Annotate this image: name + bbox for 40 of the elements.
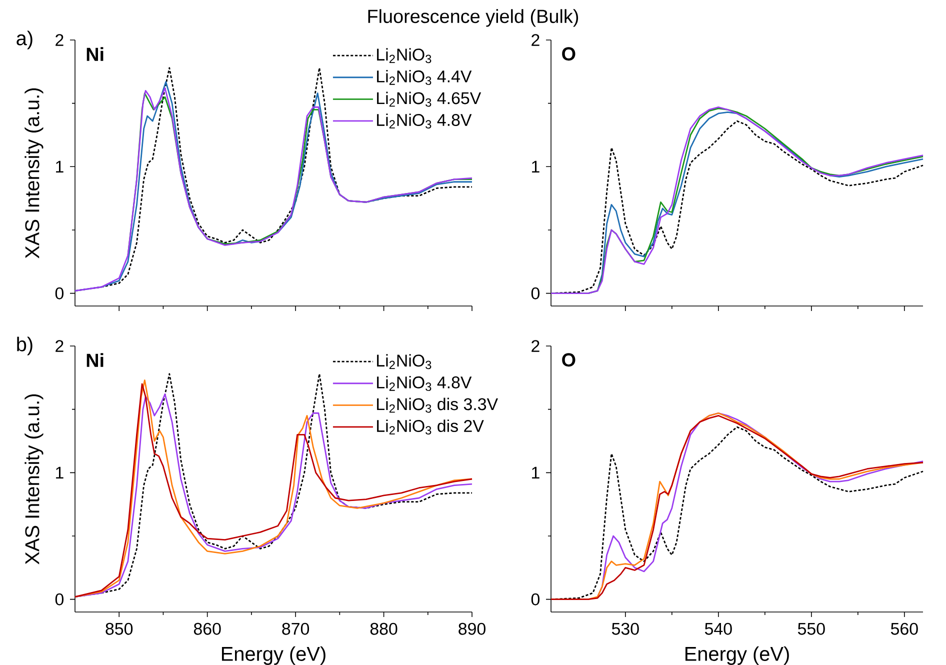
- legend-label: Li$_{2}$NiO$_{3}$: [377, 48, 432, 64]
- x-tick-label: 890: [458, 622, 486, 635]
- x-tick-label: 550: [798, 622, 825, 635]
- x-tick-label: 850: [106, 622, 133, 635]
- y-tick-label: 0: [55, 593, 64, 606]
- y-tick-label: 0: [531, 287, 540, 300]
- x-axis-title: Energy (eV): [685, 646, 789, 665]
- legend-label: Li$_{2}$NiO$_{3}$ dis 2V: [377, 420, 484, 435]
- x-axis-title: Energy (eV): [222, 646, 326, 665]
- y-tick-label: 2: [532, 340, 540, 352]
- text: a): [16, 30, 32, 50]
- y-tick-label: 2: [56, 340, 64, 352]
- chart-title: Ni: [86, 47, 104, 61]
- chart-title: Ni: [86, 353, 104, 367]
- legend-label: Li$_{2}$NiO$_{3}$ 4.65V: [377, 92, 482, 107]
- legend-label: Li$_{2}$NiO$_{3}$ 4.8V: [377, 376, 472, 391]
- legend-label: Li$_{2}$NiO$_{3}$ 4.8V: [377, 114, 472, 129]
- y-tick-label: 1: [532, 160, 540, 172]
- chart-title: O: [562, 47, 576, 61]
- y-axis-title: XAS Intensity (a.u.): [24, 88, 44, 258]
- legend-label: Li$_{2}$NiO$_{3}$: [377, 354, 432, 370]
- y-tick-label: 1: [56, 466, 64, 478]
- legend-label: Li$_{2}$NiO$_{3}$ 4.4V: [377, 70, 472, 85]
- text: Fluorescence yield (Bulk): [368, 9, 578, 27]
- x-tick-label: 870: [282, 622, 310, 635]
- x-tick-label: 880: [370, 622, 398, 635]
- x-tick-label: 560: [890, 622, 918, 635]
- y-tick-label: 1: [532, 466, 540, 478]
- y-tick-label: 0: [531, 593, 540, 606]
- y-tick-label: 2: [532, 34, 540, 46]
- y-tick-label: 2: [56, 34, 64, 46]
- x-tick-label: 860: [194, 622, 221, 635]
- y-tick-label: 0: [55, 287, 64, 300]
- text: b): [17, 336, 32, 356]
- x-tick-label: 530: [612, 622, 639, 635]
- x-tick-label: 540: [704, 622, 732, 635]
- legend-label: Li$_{2}$NiO$_{3}$ dis 3.3V: [377, 398, 498, 413]
- y-axis-title: XAS Intensity (a.u.): [24, 394, 44, 564]
- y-tick-label: 1: [56, 160, 64, 172]
- chart-title: O: [562, 353, 576, 367]
